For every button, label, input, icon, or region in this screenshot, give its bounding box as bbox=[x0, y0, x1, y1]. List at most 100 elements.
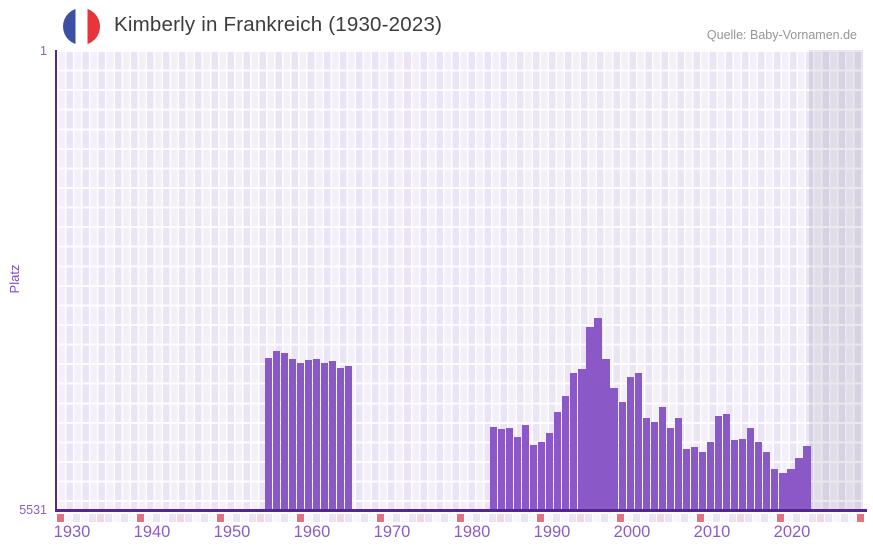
bar-2014[interactable] bbox=[747, 427, 755, 509]
bar-1963[interactable] bbox=[337, 367, 345, 509]
timeline-cell bbox=[193, 514, 200, 522]
bar-1995[interactable] bbox=[594, 318, 602, 509]
bar-2009[interactable] bbox=[706, 441, 715, 509]
timeline-cell bbox=[513, 514, 520, 522]
timeline-cell bbox=[561, 514, 568, 522]
timeline-cell bbox=[481, 514, 488, 522]
bar-1992[interactable] bbox=[570, 372, 578, 509]
timeline-cell bbox=[81, 514, 88, 522]
bar-1993[interactable] bbox=[578, 368, 586, 509]
timeline-cell bbox=[753, 514, 760, 522]
bar-1959[interactable] bbox=[304, 360, 313, 509]
bar-2021[interactable] bbox=[803, 445, 811, 509]
bar-1994[interactable] bbox=[586, 326, 594, 509]
timeline-cell bbox=[169, 514, 176, 522]
bar-2007[interactable] bbox=[690, 446, 699, 509]
timeline-cell bbox=[409, 514, 416, 522]
bar-1997[interactable] bbox=[610, 387, 618, 509]
timeline-cell bbox=[465, 514, 472, 522]
x-tick-1950: 1950 bbox=[213, 523, 251, 541]
bar-1987[interactable] bbox=[530, 445, 538, 509]
x-tick-1970: 1970 bbox=[373, 523, 411, 541]
bar-2001[interactable] bbox=[642, 417, 650, 509]
timeline-cell bbox=[225, 514, 232, 522]
timeline-cell bbox=[161, 514, 168, 522]
timeline-cell bbox=[649, 514, 656, 522]
bar-1988[interactable] bbox=[538, 441, 546, 509]
bar-2018[interactable] bbox=[779, 472, 787, 509]
timeline-cell bbox=[713, 514, 720, 522]
bar-1956[interactable] bbox=[280, 352, 289, 509]
bar-1960[interactable] bbox=[313, 359, 321, 509]
timeline-cell bbox=[697, 514, 704, 522]
timeline-strip bbox=[57, 514, 867, 522]
bar-1954[interactable] bbox=[264, 358, 272, 509]
bar-1986[interactable] bbox=[522, 425, 530, 509]
x-axis-line bbox=[55, 509, 867, 512]
bar-2005[interactable] bbox=[674, 417, 682, 509]
bar-2013[interactable] bbox=[739, 438, 747, 509]
bar-2017[interactable] bbox=[771, 468, 779, 509]
bar-2020[interactable] bbox=[795, 457, 803, 509]
timeline-cell bbox=[153, 514, 160, 522]
bar-2003[interactable] bbox=[658, 406, 666, 509]
bar-1958[interactable] bbox=[296, 362, 305, 509]
bar-1982[interactable] bbox=[489, 426, 498, 509]
timeline-cell bbox=[369, 514, 376, 522]
bar-1985[interactable] bbox=[514, 436, 522, 509]
timeline-cell bbox=[457, 514, 464, 522]
timeline-cell bbox=[401, 514, 408, 522]
bar-2016[interactable] bbox=[763, 451, 771, 509]
bar-2019[interactable] bbox=[787, 468, 795, 509]
bar-1999[interactable] bbox=[626, 376, 634, 509]
timeline-cell bbox=[385, 514, 392, 522]
timeline-cell bbox=[265, 514, 272, 522]
bar-1991[interactable] bbox=[562, 395, 570, 509]
x-tick-2020: 2020 bbox=[773, 523, 811, 541]
timeline-cell bbox=[361, 514, 368, 522]
bar-2011[interactable] bbox=[723, 413, 731, 509]
timeline-cell bbox=[289, 514, 296, 522]
bar-2006[interactable] bbox=[682, 448, 691, 509]
bar-1957[interactable] bbox=[288, 359, 297, 509]
timeline-cell bbox=[673, 514, 680, 522]
timeline-cell bbox=[185, 514, 192, 522]
x-tick-1960: 1960 bbox=[293, 523, 331, 541]
timeline-cell bbox=[97, 514, 104, 522]
timeline-cell bbox=[617, 514, 624, 522]
timeline-cell bbox=[241, 514, 248, 522]
bar-1996[interactable] bbox=[602, 358, 610, 509]
bar-1964[interactable] bbox=[345, 365, 353, 509]
timeline-cell bbox=[737, 514, 744, 522]
timeline-cell bbox=[777, 514, 784, 522]
timeline-cell bbox=[145, 514, 152, 522]
bars-container bbox=[57, 50, 863, 509]
bar-1962[interactable] bbox=[329, 361, 337, 509]
bar-2010[interactable] bbox=[715, 415, 723, 509]
timeline-cell bbox=[793, 514, 800, 522]
x-tick-2000: 2000 bbox=[613, 523, 651, 541]
bar-1955[interactable] bbox=[272, 350, 280, 509]
y-tick-bottom: 5531 bbox=[19, 503, 47, 517]
france-flag-icon bbox=[63, 8, 100, 45]
bar-2015[interactable] bbox=[755, 441, 763, 509]
timeline-cell bbox=[121, 514, 128, 522]
timeline-cell bbox=[137, 514, 144, 522]
bar-1989[interactable] bbox=[546, 432, 554, 509]
timeline-cell bbox=[201, 514, 208, 522]
bar-2002[interactable] bbox=[650, 421, 658, 509]
bar-2004[interactable] bbox=[666, 427, 674, 509]
bar-2008[interactable] bbox=[698, 451, 707, 509]
x-tick-1980: 1980 bbox=[453, 523, 491, 541]
bar-2012[interactable] bbox=[731, 439, 739, 509]
bar-1990[interactable] bbox=[554, 411, 562, 509]
timeline-cell bbox=[521, 514, 528, 522]
bar-1961[interactable] bbox=[321, 362, 329, 509]
bar-1984[interactable] bbox=[505, 427, 514, 509]
bar-2000[interactable] bbox=[634, 372, 642, 509]
bar-1998[interactable] bbox=[618, 401, 626, 509]
x-tick-1940: 1940 bbox=[133, 523, 171, 541]
bar-1983[interactable] bbox=[497, 428, 506, 509]
timeline-cell bbox=[305, 514, 312, 522]
